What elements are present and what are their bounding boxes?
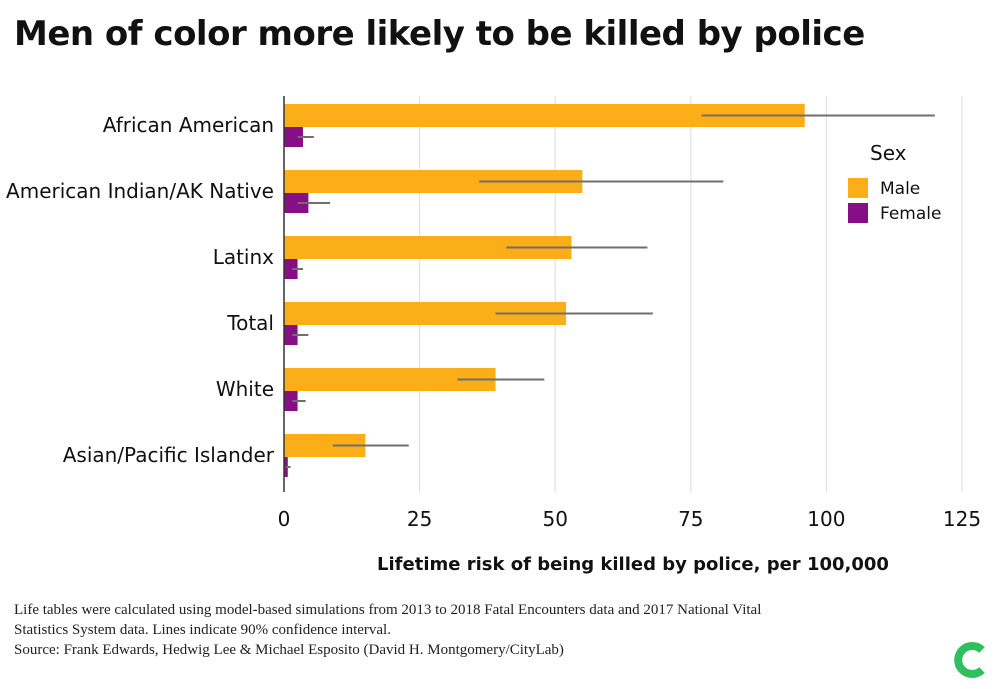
x-tick-label-75: 75 (678, 507, 703, 531)
bar-male-latinx (284, 236, 572, 259)
source-line: Source: Frank Edwards, Hedwig Lee & Mich… (14, 642, 564, 658)
category-label-white: White (216, 377, 274, 401)
bar-female-white (284, 391, 298, 411)
x-tick-label-125: 125 (943, 507, 981, 531)
category-label-american-indian-ak-native: American Indian/AK Native (6, 179, 274, 203)
notes-line-2: Statistics System data. Lines indicate 9… (14, 622, 391, 638)
bar-female-latinx (284, 259, 298, 279)
bar-female-total (284, 325, 298, 345)
legend-label-female: Female (880, 204, 941, 224)
category-label-latinx: Latinx (213, 245, 274, 269)
chart-notes: Life tables were calculated using model-… (14, 600, 934, 660)
x-tick-label-0: 0 (278, 507, 291, 531)
x-tick-label-25: 25 (407, 507, 432, 531)
citylab-logo-icon (954, 642, 985, 678)
legend-swatch-female (848, 203, 868, 223)
bar-male-african-american (284, 104, 805, 127)
bar-male-american-indian-ak-native (284, 170, 583, 193)
bar-male-asian-pacific-islander (284, 434, 366, 457)
bar-female-american-indian-ak-native (284, 193, 309, 213)
category-label-asian-pacific-islander: Asian/Pacific Islander (63, 443, 275, 467)
legend-title: Sex (870, 141, 907, 165)
bar-male-total (284, 302, 567, 325)
x-tick-label-100: 100 (807, 507, 845, 531)
category-label-african-american: African American (103, 113, 274, 137)
legend-swatch-male (848, 178, 868, 198)
bar-chart: African American American Indian/AK Nativ… (6, 96, 981, 575)
chart-title: Men of color more likely to be killed by… (14, 14, 865, 54)
bar-male-white (284, 368, 496, 391)
category-label-total: Total (226, 311, 274, 335)
notes-line-1: Life tables were calculated using model-… (14, 602, 762, 618)
legend-label-male: Male (880, 179, 920, 199)
x-tick-label-50: 50 (542, 507, 567, 531)
x-axis-label: Lifetime risk of being killed by police,… (377, 554, 889, 575)
bar-female-african-american (284, 127, 303, 147)
